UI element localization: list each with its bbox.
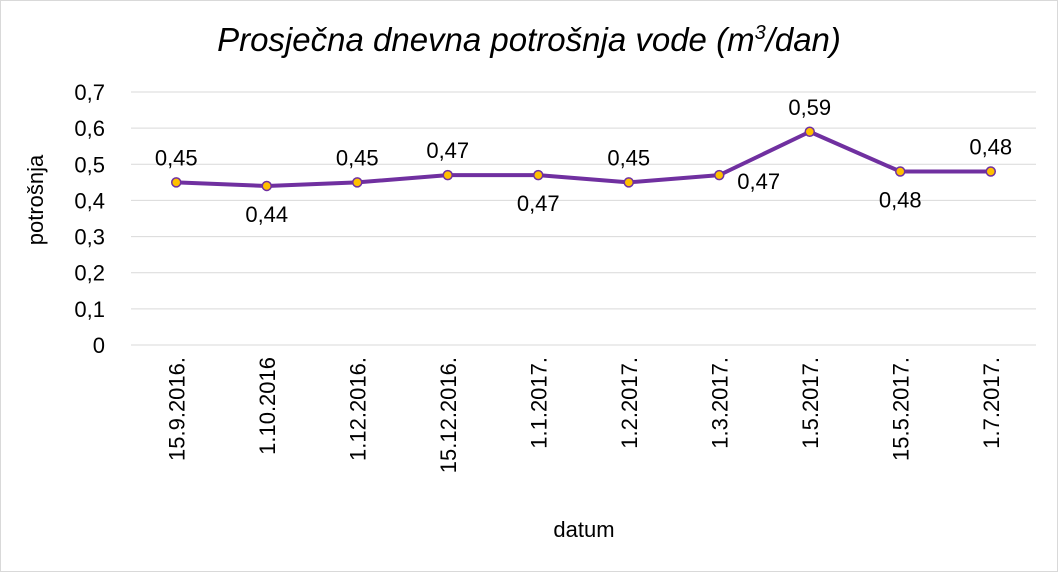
- data-label: 0,47: [517, 191, 560, 216]
- data-point: [442, 169, 453, 181]
- y-tick-label: 0: [93, 333, 105, 358]
- data-label: 0,47: [737, 169, 780, 194]
- data-label: 0,45: [607, 145, 650, 170]
- y-tick-label: 0,5: [74, 152, 105, 177]
- y-axis-ticks: 0 0,1 0,2 0,3 0,4 0,5 0,6 0,7: [74, 80, 105, 358]
- data-label: 0,48: [969, 135, 1012, 160]
- markers: [171, 126, 996, 192]
- x-tick-label: 1.10.2016: [255, 357, 280, 455]
- data-label: 0,45: [155, 145, 198, 170]
- chart-title-main: Prosječna dnevna potrošnja vode (m: [217, 21, 755, 58]
- x-tick-label: 15.12.2016.: [436, 357, 461, 473]
- y-tick-label: 0,2: [74, 261, 105, 286]
- x-axis-ticks: 15.9.2016. 1.10.2016 1.12.2016. 15.12.2016.…: [164, 357, 1004, 473]
- y-tick-label: 0,4: [74, 188, 105, 213]
- chart-title-suffix: /dan): [765, 21, 841, 58]
- series-line-layer: [174, 129, 993, 188]
- data-point: [261, 180, 272, 192]
- chart-title-superscript: 3: [754, 22, 766, 44]
- x-tick-label: 15.5.2017.: [888, 357, 913, 461]
- y-tick-label: 0,6: [74, 116, 105, 141]
- data-point: [895, 166, 906, 177]
- y-tick-label: 0,1: [74, 297, 105, 322]
- x-tick-label: 1.2.2017.: [617, 357, 642, 449]
- x-tick-label: 1.3.2017.: [707, 357, 732, 449]
- data-label: 0,47: [426, 138, 469, 163]
- x-tick-label: 15.9.2016.: [164, 357, 189, 461]
- data-label: 0,45: [336, 145, 379, 170]
- data-point: [714, 169, 725, 181]
- data-label: 0,59: [788, 95, 831, 120]
- x-tick-label: 1.1.2017.: [526, 357, 551, 449]
- data-label: 0,48: [879, 188, 922, 213]
- x-tick-label: 1.7.2017.: [979, 357, 1004, 449]
- data-point: [985, 166, 996, 177]
- data-point: [533, 169, 544, 181]
- x-tick-label: 1.5.2017.: [798, 357, 823, 449]
- x-tick-label: 1.12.2016.: [345, 357, 370, 461]
- x-axis-title: datum: [553, 517, 614, 542]
- y-tick-label: 0,3: [74, 225, 105, 250]
- y-axis-title: potrošnja: [23, 154, 48, 245]
- data-labels: 0,45 0,44 0,45 0,47 0,47 0,45 0,47 0,59 0,48 0,48: [155, 95, 1012, 227]
- series-line: [174, 129, 993, 188]
- y-tick-label: 0,7: [74, 80, 105, 105]
- data-label: 0,44: [245, 202, 288, 227]
- data-point: [623, 177, 634, 188]
- data-point: [171, 177, 182, 188]
- gridlines: [131, 91, 1036, 346]
- data-point: [352, 177, 363, 188]
- data-point: [804, 126, 815, 138]
- chart-title: Prosječna dnevna potrošnja vode (m3/dan): [1, 21, 1057, 59]
